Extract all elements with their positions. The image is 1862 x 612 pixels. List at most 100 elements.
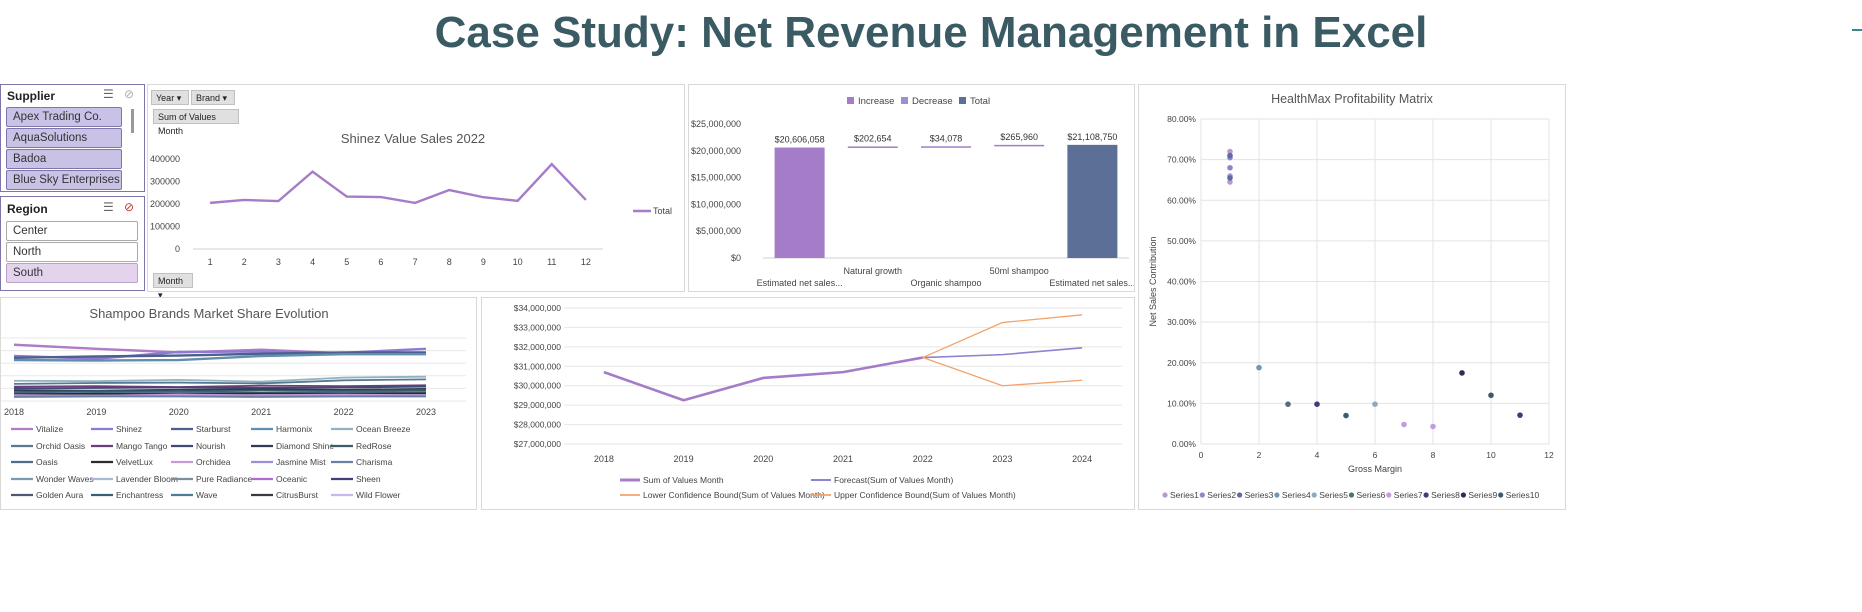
legend-label: Series9 [1468,490,1497,500]
legend-label: Series8 [1431,490,1460,500]
x-tick-label: 12 [581,257,591,267]
slicer-item-region[interactable]: South [6,263,138,283]
supplier-slicer[interactable]: Supplier ☰ ⊘ Apex Trading Co. AquaSoluti… [0,84,145,192]
slicer-item-supplier[interactable]: Badoa [6,149,122,169]
values-field-button[interactable]: Sum of Values Month [153,109,239,136]
y-tick-label: $34,000,000 [514,303,562,313]
x-tick-label: 9 [481,257,486,267]
region-slicer[interactable]: Region ☰ ⊘ Center North South [0,196,145,291]
data-label: $20,606,058 [775,135,825,145]
values-field-label: Sum of Values Month [158,112,216,136]
y-tick-label: 70.00% [1167,155,1196,165]
data-label: $202,654 [854,133,892,143]
scatter-point [1227,148,1233,155]
x-tick-label: 2024 [1072,454,1092,464]
slicer-item-region[interactable]: North [6,242,138,262]
month-field-button[interactable]: Month ▾ [153,273,193,300]
legend-label: Harmonix [276,424,313,434]
y-tick-label: 0.00% [1172,439,1197,449]
multi-select-icon[interactable]: ☰ [103,87,114,101]
scatter-point [1343,412,1349,419]
slicer-item-supplier[interactable]: Blue Sky Enterprises [6,170,122,190]
dropdown-icon: ▾ [158,290,163,300]
legend-swatch [959,97,966,104]
y-tick-label: $0 [731,253,741,263]
legend-label: Forecast(Sum of Values Month) [834,475,954,485]
x-tick-label: 4 [1315,450,1320,460]
legend-label: Jasmine Mist [276,457,326,467]
legend-marker [1311,492,1317,498]
x-tick-label: 8 [1431,450,1436,460]
legend-marker [1199,492,1205,498]
series-line [13,392,427,396]
legend-label: Wave [196,490,218,500]
clear-filter-icon[interactable]: ⊘ [124,200,135,214]
legend-marker [1237,492,1243,498]
filter-icon: ▾ [176,93,182,103]
legend-label: Decrease [912,96,953,107]
scatter-point [1227,152,1233,159]
scatter-point [1430,423,1436,430]
legend-label: Lavender Bloom [116,474,178,484]
y-tick-label: 400000 [150,154,180,164]
legend-label: Increase [858,96,894,107]
chart-title: HealthMax Profitability Matrix [1271,92,1434,106]
x-tick-label: Estimated net sales... [1049,278,1134,288]
scatter-point [1227,164,1233,171]
forecast-panel: $34,000,000 $33,000,000 $32,000,000 $31,000… [481,297,1135,510]
multi-select-icon[interactable]: ☰ [103,200,114,214]
legend-label: Charisma [356,457,393,467]
net-sales-waterfall-chart: Increase Decrease Total $25,000,000 $20,000,… [691,96,1134,288]
y-tick-label: 0 [175,244,180,254]
series-line [13,351,426,359]
legend-label: VelvetLux [116,457,154,467]
year-field-label: Year [156,93,175,103]
legend-label: Series7 [1394,490,1423,500]
series-line [13,384,427,388]
legend-label: Orchidea [196,457,231,467]
x-tick-label: 6 [1373,450,1378,460]
scatter-point [1401,421,1407,428]
year-field-button[interactable]: Year ▾ [151,90,189,105]
x-tick-label: 3 [276,257,281,267]
clear-filter-icon[interactable]: ⊘ [124,87,135,101]
legend-label: Total [653,206,672,216]
slicer-item-region[interactable]: Center [6,221,138,241]
legend-swatch [847,97,854,104]
x-tick-label: 4 [310,257,315,267]
legend-marker [1460,492,1466,498]
legend-marker [1274,492,1280,498]
y-tick-label: 100000 [150,222,180,232]
slicer-scrollbar[interactable] [131,109,134,133]
waterfall-bar [847,146,898,148]
brand-field-button[interactable]: Brand ▾ [191,90,235,105]
x-tick-label: 10 [513,257,523,267]
x-tick-label: 1 [208,257,213,267]
legend-marker [1498,492,1504,498]
market-share-line-chart: Shampoo Brands Market Share Evolution 201… [1,306,466,500]
legend-label: Oceanic [276,474,308,484]
legend-label: Diamond Shine [276,441,334,451]
x-tick-label: 2019 [86,407,106,417]
y-tick-label: $20,000,000 [691,146,741,156]
series-line [922,356,1083,387]
scatter-point [1227,175,1233,181]
x-tick-label: 2021 [833,454,853,464]
legend-label: Series1 [1170,490,1199,500]
scatter-point [1372,401,1378,407]
legend-label: Upper Confidence Bound(Sum of Values Mon… [834,490,1016,500]
series-line [603,356,923,402]
forecast-line-chart: $34,000,000 $33,000,000 $32,000,000 $31,000… [514,303,1122,500]
legend-marker [1162,492,1168,498]
profitability-scatter-chart: HealthMax Profitability Matrix 8 0.00% 70.0… [1148,92,1554,500]
slicer-item-supplier[interactable]: Apex Trading Co. [6,107,122,127]
x-tick-label: 2020 [169,407,189,417]
y-tick-label: 30.00% [1167,317,1196,327]
slicer-item-supplier[interactable]: AquaSolutions [6,128,122,148]
legend-label: Series3 [1245,490,1274,500]
y-tick-label: $5,000,000 [696,226,741,236]
y-tick-label: 200000 [150,199,180,209]
region-slicer-header: Region [7,202,48,216]
shinez-line-chart: Shinez Value Sales 2022 400000 300000 20000… [150,131,672,267]
y-tick-label: $10,000,000 [691,199,741,209]
